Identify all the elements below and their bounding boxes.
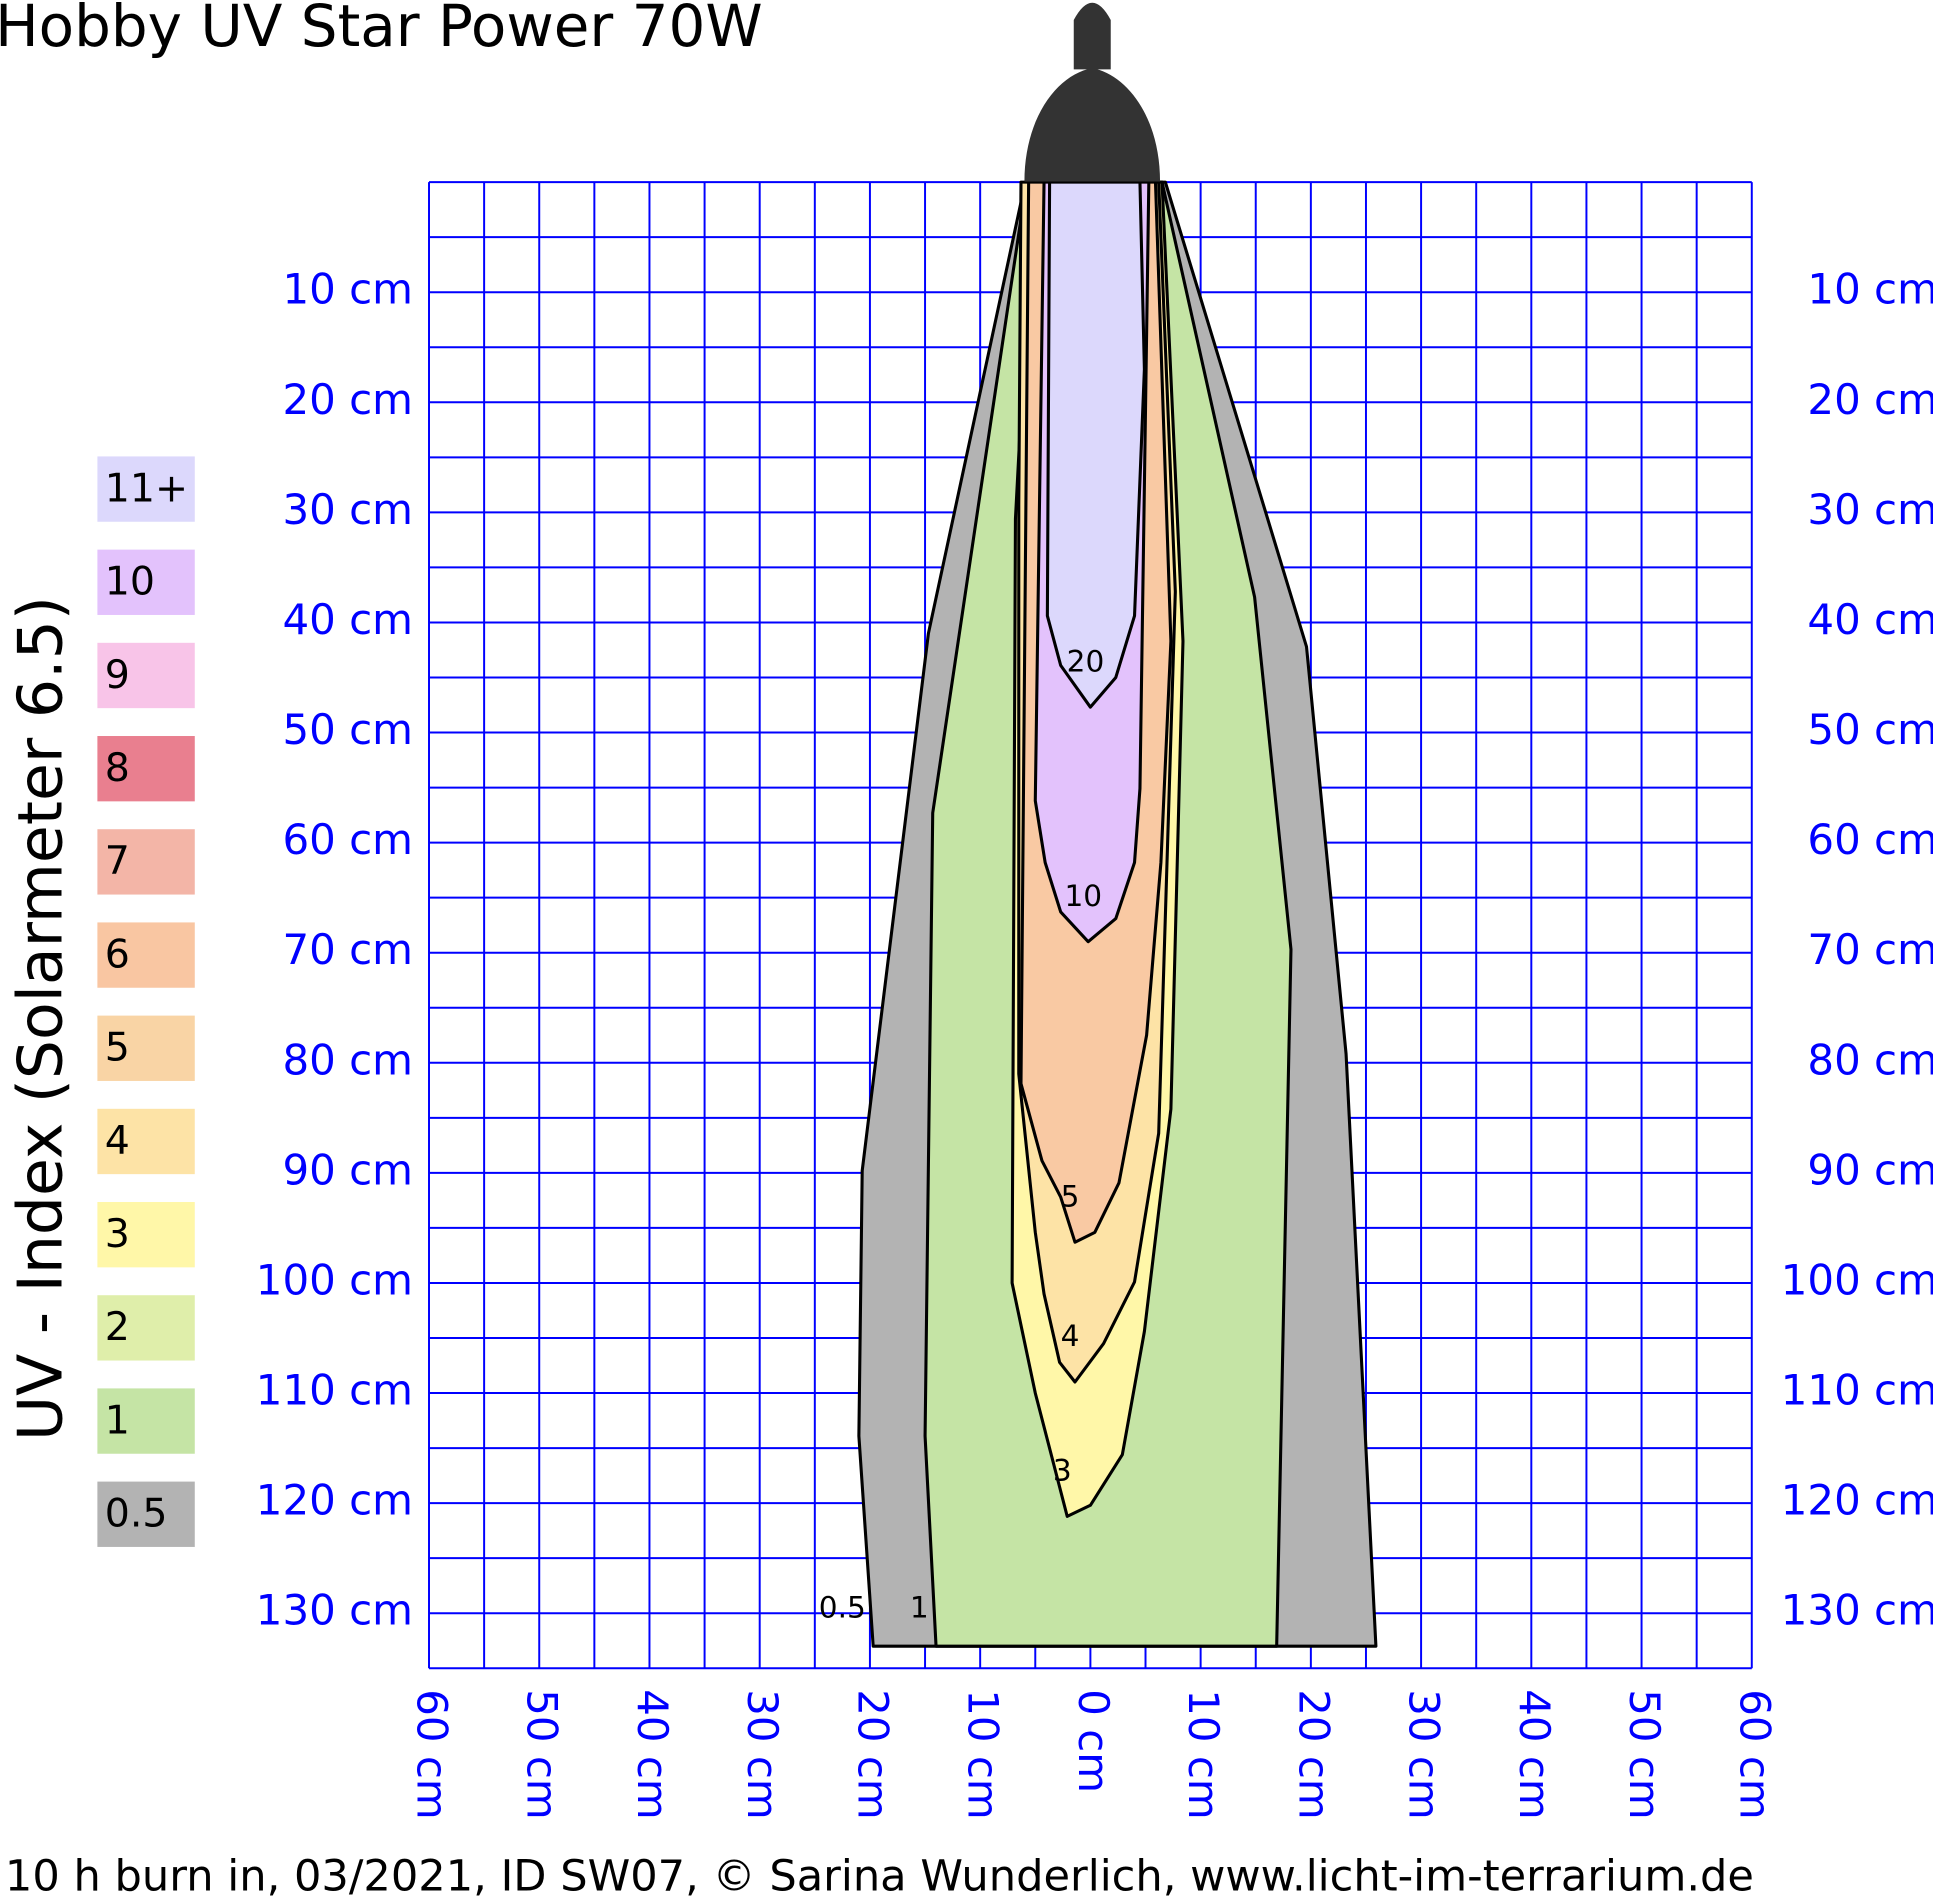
y-tick-label-right: 110 cm (1781, 1366, 1933, 1415)
legend-swatch (97, 1295, 195, 1361)
contour-label: 4 (1061, 1319, 1080, 1353)
x-tick-label: 50 cm (518, 1689, 567, 1820)
y-tick-label: 70 cm (282, 925, 413, 974)
x-tick-label: 20 cm (1289, 1689, 1338, 1820)
legend-label: 7 (105, 838, 130, 884)
contour-label: 5 (1061, 1179, 1080, 1213)
y-tick-label-right: 50 cm (1807, 705, 1933, 754)
y-tick-label-right: 100 cm (1781, 1255, 1933, 1304)
y-tick-label: 100 cm (256, 1255, 413, 1304)
legend-swatch (97, 549, 195, 615)
y-axis-title: UV - Index (Solarmeter 6.5) (4, 596, 76, 1441)
y-tick-label-right: 30 cm (1807, 485, 1933, 534)
y-tick-label: 20 cm (282, 375, 413, 424)
y-tick-label: 120 cm (256, 1476, 413, 1525)
contour-label: 10 (1064, 879, 1102, 913)
legend-label: 9 (105, 652, 130, 698)
y-tick-label-right: 20 cm (1807, 375, 1933, 424)
y-tick-label-right: 90 cm (1807, 1145, 1933, 1194)
y-tick-label-right: 40 cm (1807, 595, 1933, 644)
legend-swatch (97, 1388, 195, 1454)
y-tick-label: 30 cm (282, 485, 413, 534)
legend-swatch (97, 1015, 195, 1081)
legend-label: 11+ (105, 465, 188, 511)
x-tick-label: 10 cm (1179, 1689, 1228, 1820)
x-tick-label: 20 cm (848, 1689, 897, 1820)
x-tick-label: 40 cm (1510, 1689, 1559, 1820)
legend-swatch (97, 1202, 195, 1268)
legend-swatch (97, 456, 195, 522)
legend-label: 3 (105, 1211, 130, 1257)
y-tick-label: 90 cm (282, 1145, 413, 1194)
legend-label: 5 (105, 1025, 130, 1071)
contour (1045, 180, 1146, 709)
y-tick-label: 60 cm (282, 815, 413, 864)
contour-label: 0.5 (819, 1591, 866, 1625)
x-tick-label: 60 cm (1730, 1689, 1779, 1820)
contours (857, 180, 1378, 1648)
y-tick-label: 110 cm (256, 1366, 413, 1415)
legend-label: 8 (105, 745, 130, 791)
y-tick-label: 80 cm (282, 1035, 413, 1084)
x-tick-label: 60 cm (408, 1689, 457, 1820)
legend-swatch (97, 1108, 195, 1175)
legend-swatch (97, 1481, 195, 1547)
footer: 10 h burn in, 03/2021, ID SW07, © Sarina… (5, 1852, 1754, 1902)
contour-label: 3 (1053, 1453, 1072, 1487)
x-tick-label: 30 cm (738, 1689, 787, 1820)
legend-label: 10 (105, 559, 155, 605)
y-tick-label-right: 120 cm (1781, 1476, 1933, 1525)
x-tick-label: 10 cm (959, 1689, 1008, 1820)
x-tick-label: 50 cm (1620, 1689, 1669, 1820)
legend-label: 1 (105, 1397, 130, 1443)
y-tick-label: 10 cm (282, 265, 413, 314)
legend-label: 4 (105, 1118, 130, 1164)
contour-label: 1 (910, 1591, 929, 1625)
legend-swatch (97, 829, 195, 895)
y-tick-label: 40 cm (282, 595, 413, 644)
chart-title: Hobby UV Star Power 70W (0, 0, 763, 60)
contour-label: 20 (1067, 644, 1105, 678)
legend-label: 2 (105, 1304, 130, 1350)
y-tick-label: 50 cm (282, 705, 413, 754)
legend-swatch (97, 922, 195, 988)
y-tick-label-right: 60 cm (1807, 815, 1933, 864)
y-tick-label-right: 70 cm (1807, 925, 1933, 974)
legend-label: 0.5 (105, 1491, 168, 1537)
y-tick-label-right: 80 cm (1807, 1035, 1933, 1084)
y-tick-label-right: 10 cm (1807, 265, 1933, 314)
legend-label: 6 (105, 931, 130, 977)
y-tick-label: 130 cm (256, 1586, 413, 1635)
lamp (1024, 2, 1161, 182)
x-tick-label: 30 cm (1400, 1689, 1449, 1820)
legend-swatch (97, 736, 195, 802)
x-tick-label: 40 cm (628, 1689, 677, 1820)
x-tick-label: 0 cm (1069, 1689, 1118, 1793)
legend-swatch (97, 642, 195, 709)
y-tick-label-right: 130 cm (1781, 1586, 1933, 1635)
